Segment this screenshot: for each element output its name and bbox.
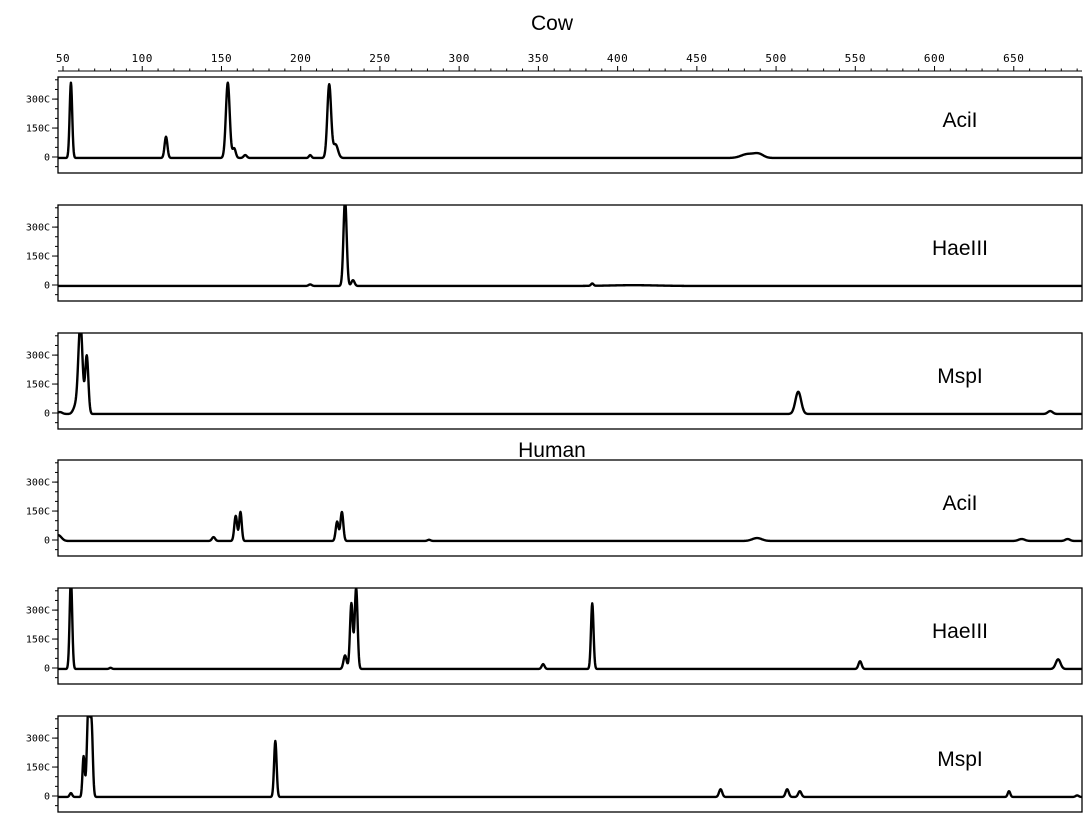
y-tick-label: 0: [44, 409, 50, 420]
enzyme-label: MspI: [937, 365, 983, 388]
trace-cow-mspi: [58, 333, 1082, 416]
y-tick-label: 300C: [26, 478, 50, 489]
y-tick-label: 150C: [26, 635, 50, 646]
x-tick-label: 450: [686, 52, 707, 65]
panel-frame: [57, 587, 1083, 685]
trace-human-haeiii: [58, 588, 1082, 671]
panel-frame: [57, 204, 1083, 302]
y-tick-label: 0: [44, 536, 50, 547]
x-tick-label: 400: [607, 52, 628, 65]
x-tick-label: 600: [924, 52, 945, 65]
y-tick-label: 0: [44, 281, 50, 292]
x-tick-label: 350: [528, 52, 549, 65]
x-tick-label: 650: [1003, 52, 1024, 65]
y-tick-label: 150C: [26, 380, 50, 391]
x-tick-label: 100: [132, 52, 153, 65]
trace-human-acii: [58, 510, 1082, 543]
enzyme-label: AciI: [942, 492, 977, 515]
enzyme-label: AciI: [942, 109, 977, 132]
enzyme-label: HaeIII: [932, 237, 988, 260]
panel-frame: [57, 459, 1083, 557]
x-tick-label: 200: [290, 52, 311, 65]
enzyme-label: MspI: [937, 748, 983, 771]
y-tick-label: 300C: [26, 606, 50, 617]
x-tick-label: 500: [765, 52, 786, 65]
y-tick-label: 0: [44, 664, 50, 675]
species-title-human: Human: [518, 439, 586, 462]
y-tick-label: 150C: [26, 763, 50, 774]
y-tick-label: 150C: [26, 252, 50, 263]
x-tick-label: 250: [369, 52, 390, 65]
panel-frame: [57, 715, 1083, 813]
y-tick-label: 0: [44, 153, 50, 164]
enzyme-label: HaeIII: [932, 620, 988, 643]
panel-cow-mspi: 0 150C 300C MspI: [26, 332, 1083, 430]
trace-cow-haeiii: [58, 205, 1082, 288]
y-tick-label: 150C: [26, 124, 50, 135]
x-axis: 50 100 150 200 250 300 350 400 450 500 550 600 650: [56, 52, 1082, 72]
y-tick-label: 300C: [26, 351, 50, 362]
y-tick-label: 150C: [26, 507, 50, 518]
x-tick-label: 550: [845, 52, 866, 65]
x-tick-label: 50: [56, 52, 70, 65]
y-tick-label: 300C: [26, 95, 50, 106]
trace-human-mspi: [58, 716, 1082, 799]
species-title-cow: Cow: [531, 12, 574, 35]
trace-cow-acii: [58, 81, 1082, 160]
panel-cow-haeiii: 0 150C 300C HaeIII: [26, 204, 1083, 302]
panels: 0 150C 300C AciI 0 150C 300C HaeIII 0 150C 300C Msp…: [26, 76, 1083, 813]
panel-human-mspi: 0 150C 300C MspI: [26, 715, 1083, 813]
panel-human-haeiii: 0 150C 300C HaeIII: [26, 587, 1083, 685]
panel-frame: [57, 76, 1083, 174]
panel-cow-acii: 0 150C 300C AciI: [26, 76, 1083, 174]
y-tick-label: 0: [44, 792, 50, 803]
y-tick-label: 300C: [26, 734, 50, 745]
panel-human-acii: 0 150C 300C AciI: [26, 459, 1083, 557]
y-tick-label: 300C: [26, 223, 50, 234]
panel-frame: [57, 332, 1083, 430]
x-tick-label: 150: [211, 52, 232, 65]
x-tick-label: 300: [448, 52, 469, 65]
